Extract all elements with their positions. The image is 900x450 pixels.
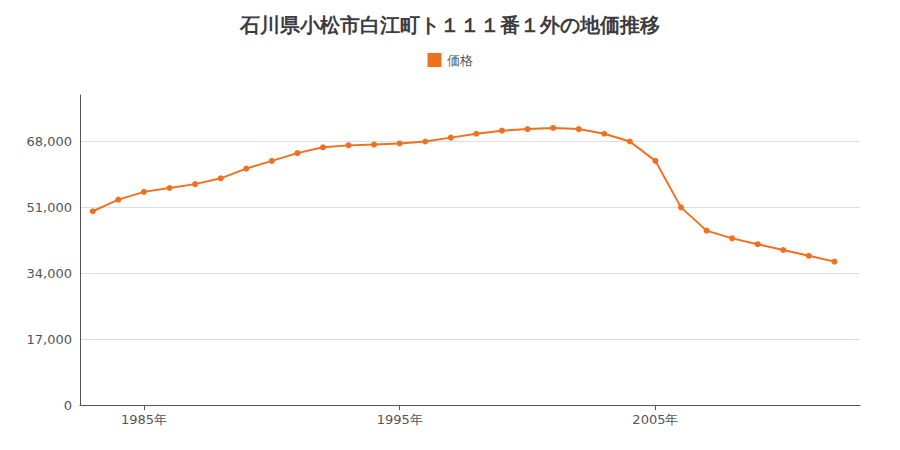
svg-text:石川県小松市白江町ト１１１番１外の地価推移: 石川県小松市白江町ト１１１番１外の地価推移 [239,13,660,37]
svg-text:1995年: 1995年 [377,412,423,427]
svg-text:34,000: 34,000 [27,266,73,281]
svg-text:1985年: 1985年 [121,412,167,427]
svg-text:価格: 価格 [447,53,473,68]
svg-text:51,000: 51,000 [27,200,73,215]
svg-text:17,000: 17,000 [27,332,73,347]
svg-text:68,000: 68,000 [27,134,73,149]
svg-text:0: 0 [64,398,72,413]
svg-text:2005年: 2005年 [632,412,678,427]
